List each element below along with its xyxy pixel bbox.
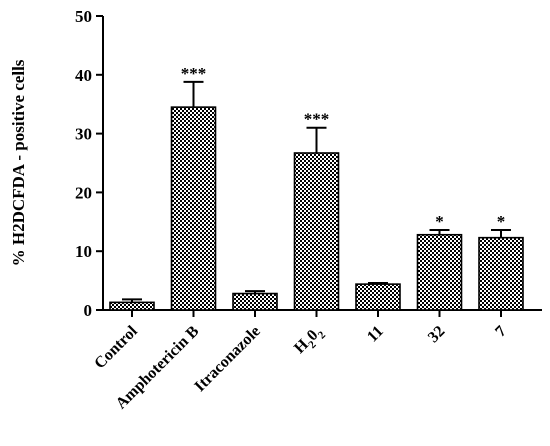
category-label-h2o2: H202 bbox=[291, 322, 328, 359]
bar-h2o2 bbox=[293, 152, 340, 311]
bar-itraconazole bbox=[232, 292, 278, 311]
bar-compound-32 bbox=[416, 233, 463, 311]
y-tick-label: 40 bbox=[75, 66, 92, 85]
category-label-itraconazole: Itraconazole bbox=[191, 323, 263, 395]
category-label-compound-32: 32 bbox=[425, 323, 448, 346]
bar-series bbox=[109, 106, 524, 311]
y-tick-label: 30 bbox=[75, 125, 92, 144]
y-tick-label: 20 bbox=[75, 183, 92, 202]
bar-amphotericin-b bbox=[170, 106, 217, 311]
significance-amphotericin-b: *** bbox=[181, 64, 207, 83]
bar-control bbox=[109, 301, 155, 311]
significance-compound-32: * bbox=[435, 212, 444, 231]
significance-h2o2: *** bbox=[304, 110, 330, 129]
y-tick-label: 50 bbox=[75, 7, 92, 26]
significance-labels: ******* * bbox=[181, 64, 506, 231]
error-bars bbox=[122, 80, 511, 303]
category-label-compound-11: 11 bbox=[364, 323, 387, 346]
y-tick-label: 0 bbox=[84, 301, 93, 320]
category-label-compound-7: 7 bbox=[492, 323, 510, 341]
y-ticks: 0 10 20 30 40 50 bbox=[75, 7, 103, 320]
bar-compound-11 bbox=[355, 283, 401, 311]
y-tick-label: 10 bbox=[75, 242, 92, 261]
category-label-control: Control bbox=[91, 322, 141, 372]
y-axis-title: % H2DCFDA - positive cells bbox=[9, 59, 28, 266]
significance-compound-7: * bbox=[497, 212, 506, 231]
bar-compound-7 bbox=[478, 236, 524, 311]
